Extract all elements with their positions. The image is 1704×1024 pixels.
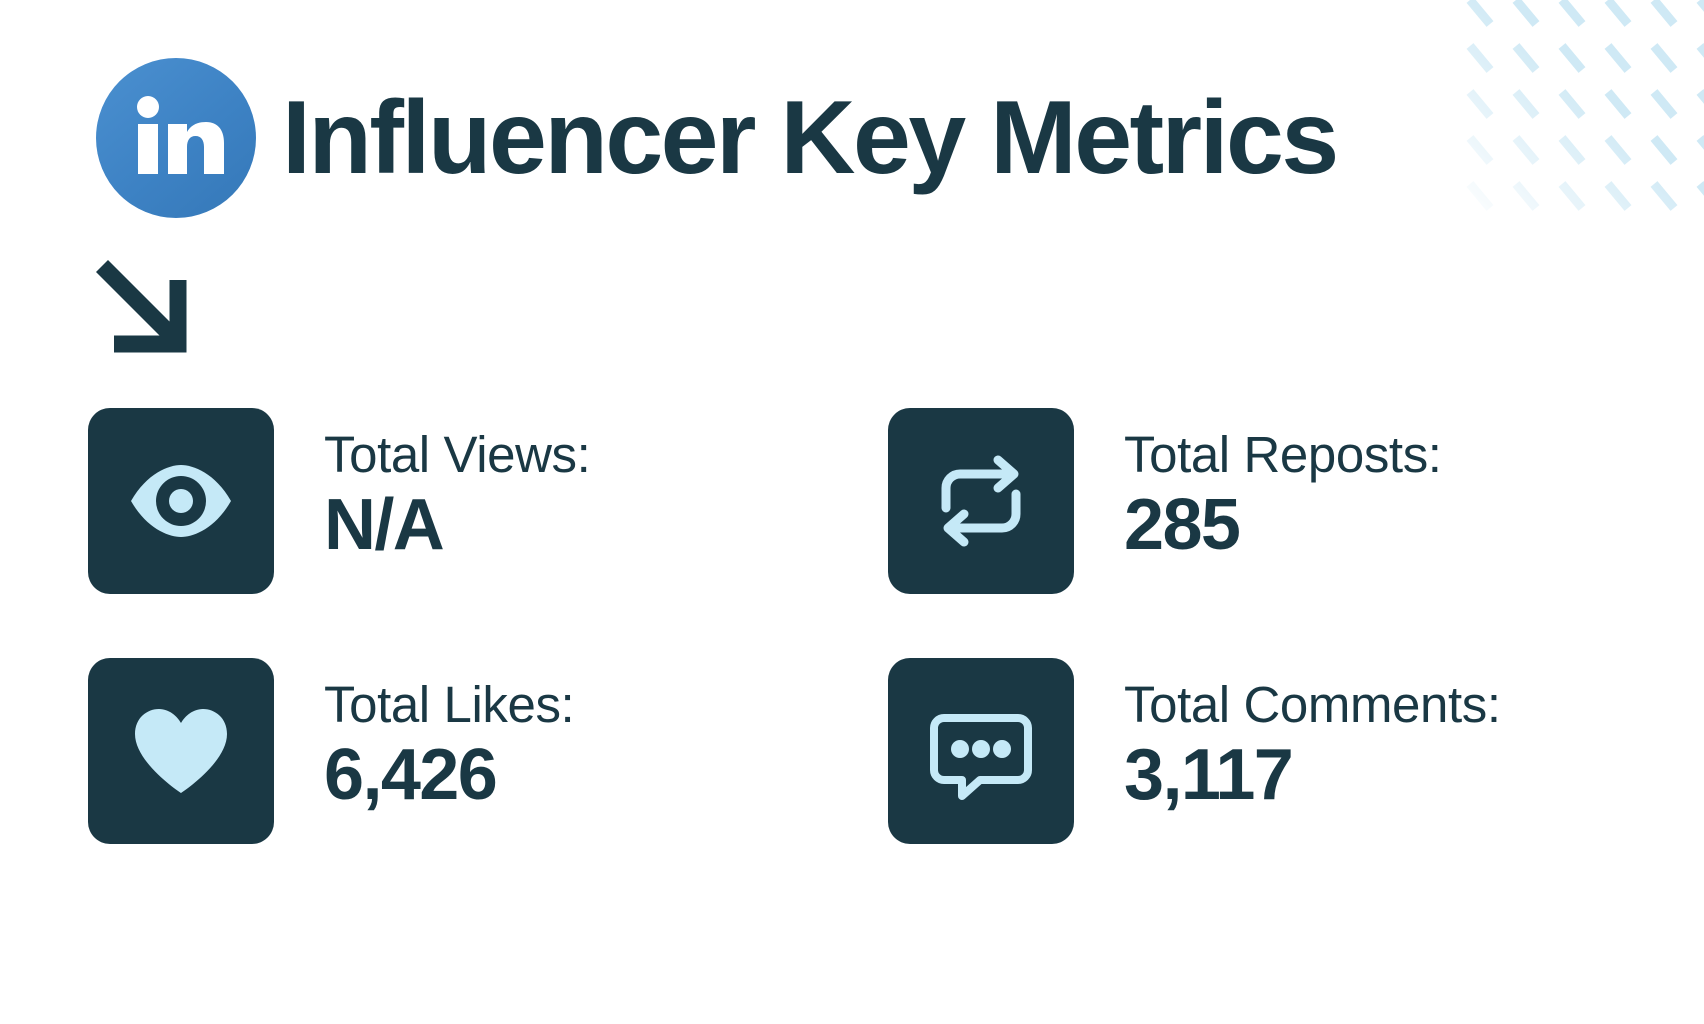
arrow-down-right-icon [94,258,194,358]
repost-icon-tile [888,408,1074,594]
metric-value: 6,426 [324,735,498,816]
metric-total-views: Total Views: N/A [88,408,888,658]
repost-icon [941,455,1021,547]
metric-total-comments: Total Comments: 3,117 [888,658,1568,908]
comment-icon-tile [888,658,1074,844]
diagonal-dash-pattern-icon [1464,0,1704,224]
page-title: Influencer Key Metrics [282,80,1339,196]
metric-label: Total Views: [324,426,591,483]
metric-label: Total Comments: [1124,676,1501,733]
comment-dots-icon [930,714,1032,800]
metric-text: Total Likes: 6,426 [324,658,575,816]
metric-value: N/A [324,485,445,566]
heart-icon-tile [88,658,274,844]
metric-value: 285 [1124,485,1241,566]
metric-label: Total Likes: [324,676,575,733]
eye-icon [131,465,231,537]
eye-icon-tile [88,408,274,594]
linkedin-logo-icon [96,58,256,218]
metrics-grid: Total Views: N/A Total Reposts: 285 [88,408,1568,908]
metric-text: Total Views: N/A [324,408,591,566]
metric-total-likes: Total Likes: 6,426 [88,658,888,908]
metric-value: 3,117 [1124,735,1294,816]
page-header: Influencer Key Metrics [96,58,1339,218]
metric-text: Total Comments: 3,117 [1124,658,1501,816]
metric-text: Total Reposts: 285 [1124,408,1442,566]
heart-icon [135,709,227,793]
metric-total-reposts: Total Reposts: 285 [888,408,1568,658]
metric-label: Total Reposts: [1124,426,1442,483]
